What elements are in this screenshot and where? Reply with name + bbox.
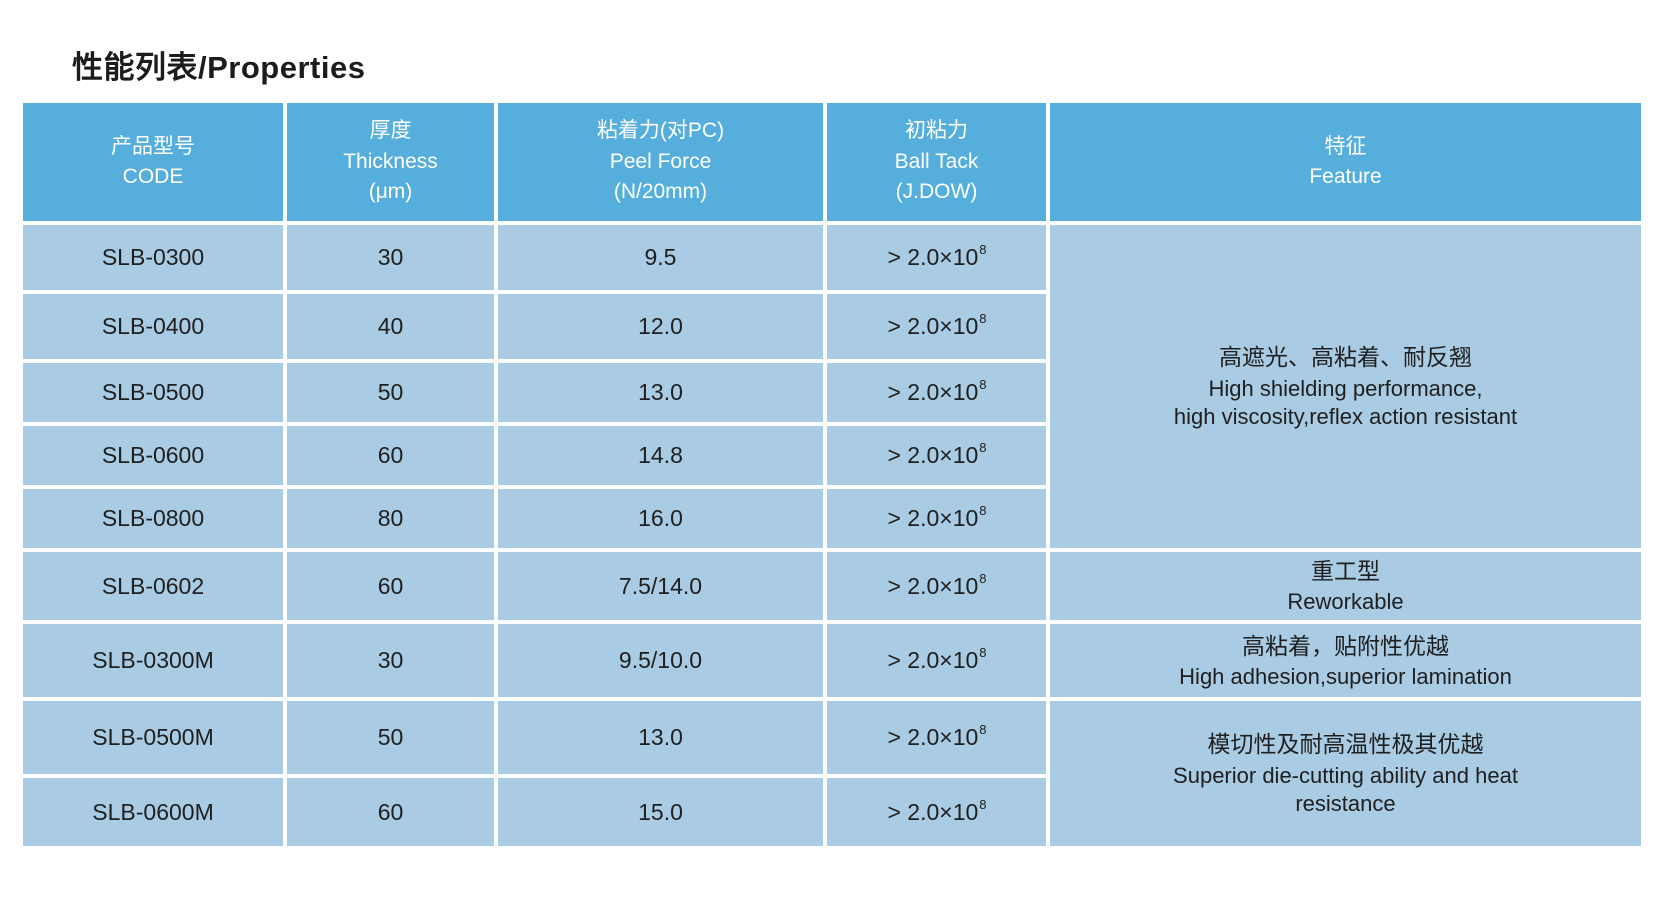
code-cell: SLB-0500M [23,701,283,774]
ball-tack-value: > 2.0×10 [887,313,979,339]
ball-tack-value: > 2.0×10 [887,647,979,673]
feature-line-en: resistance [1295,791,1396,817]
header-peel-zh: 粘着力(对PC) [596,119,725,143]
code-cell: SLB-0600 [23,426,283,485]
header-code: 产品型号 CODE [23,103,283,221]
ball-tack-cell: > 2.0×108 [827,624,1046,697]
ball-tack-cell: > 2.0×108 [827,426,1046,485]
header-feature-zh: 特征 [1324,134,1367,158]
header-peel-en: Peel Force [609,149,712,173]
thickness-cell: 50 [287,701,494,774]
ball-tack-cell: > 2.0×108 [827,701,1046,774]
header-thickness-en: Thickness [343,149,438,173]
thickness-cell: 60 [287,426,494,485]
header-balltack-en: Ball Tack [894,149,979,173]
ball-tack-cell: > 2.0×108 [827,778,1046,846]
peel-force-cell: 12.0 [498,294,823,359]
feature-line-en: Superior die-cutting ability and heat [1173,762,1518,788]
thickness-cell: 60 [287,552,494,620]
ball-tack-value: > 2.0×10 [887,505,979,531]
header-balltack-zh: 初粘力 [905,119,968,143]
properties-table: 产品型号 CODE 厚度 Thickness (μm) 粘着力(对PC) Pee… [19,99,1645,850]
feature-line-en: High shielding performance, [1208,375,1483,401]
ball-tack-value: > 2.0×10 [887,442,979,468]
header-thickness-zh: 厚度 [369,119,412,143]
table-row: SLB-0300 30 9.5 > 2.0×108 高遮光、高粘着、耐反翘 Hi… [23,225,1641,548]
header-peel-force: 粘着力(对PC) Peel Force (N/20mm) [498,103,823,221]
page-title: 性能列表/Properties [72,50,366,85]
code-cell: SLB-0602 [23,552,283,620]
feature-line-zh: 高粘着，贴附性优越 [1242,632,1449,659]
table-row: SLB-0800 80 16.0 > 2.0×108 [23,489,1641,548]
header-feature: 特征 Feature [1050,103,1641,221]
header-thickness: 厚度 Thickness (μm) [287,103,494,221]
feature-line-zh: 重工型 [1311,558,1380,585]
ball-tack-exponent: 8 [979,503,987,519]
header-ball-tack: 初粘力 Ball Tack (J.DOW) [827,103,1046,221]
feature-cell-group-4: 模切性及耐高温性极其优越 Superior die-cutting abilit… [1050,701,1641,846]
thickness-cell: 30 [287,225,494,290]
ball-tack-exponent: 8 [979,796,987,812]
ball-tack-cell: > 2.0×108 [827,294,1046,359]
ball-tack-cell: > 2.0×108 [827,489,1046,548]
code-cell: SLB-0300 [23,225,283,290]
ball-tack-value: > 2.0×10 [887,798,979,825]
feature-cell-group-1: 高遮光、高粘着、耐反翘 High shielding performance, … [1050,225,1641,548]
header-row: 产品型号 CODE 厚度 Thickness (μm) 粘着力(对PC) Pee… [23,103,1641,221]
feature-line-en: High adhesion,superior lamination [1179,663,1512,689]
table-row: SLB-0400 40 12.0 > 2.0×108 [23,294,1641,359]
feature-line-en: high viscosity,reflex action resistant [1173,404,1518,430]
peel-force-cell: 9.5 [498,225,823,290]
feature-cell-group-2: 重工型 Reworkable [1050,552,1641,620]
ball-tack-exponent: 8 [979,377,987,393]
code-cell: SLB-0600M [23,778,283,846]
thickness-cell: 60 [287,778,494,846]
table-row: SLB-0602 60 7.5/14.0 > 2.0×108 重工型 Rewor… [23,552,1641,620]
peel-force-cell: 15.0 [498,778,823,846]
ball-tack-exponent: 8 [979,311,987,327]
code-cell: SLB-0400 [23,294,283,359]
ball-tack-exponent: 8 [979,242,987,258]
code-cell: SLB-0300M [23,624,283,697]
table-row: SLB-0600 60 14.8 > 2.0×108 [23,426,1641,485]
peel-force-cell: 7.5/14.0 [498,552,823,620]
peel-force-cell: 13.0 [498,363,823,422]
thickness-cell: 50 [287,363,494,422]
header-thickness-unit: (μm) [368,180,413,204]
ball-tack-exponent: 8 [979,440,987,456]
peel-force-cell: 9.5/10.0 [498,624,823,697]
feature-line-zh: 高遮光、高粘着、耐反翘 [1219,344,1472,371]
peel-force-cell: 14.8 [498,426,823,485]
code-cell: SLB-0800 [23,489,283,548]
ball-tack-value: > 2.0×10 [887,379,979,405]
feature-cell-group-3: 高粘着，贴附性优越 High adhesion,superior laminat… [1050,624,1641,697]
table-row: SLB-0500M 50 13.0 > 2.0×108 模切性及耐高温性极其优越… [23,701,1641,846]
thickness-cell: 40 [287,294,494,359]
table-row: SLB-0600M 60 15.0 > 2.0×108 [23,778,1641,846]
ball-tack-exponent: 8 [979,645,987,661]
peel-force-cell: 13.0 [498,701,823,774]
table-row: SLB-0300M 30 9.5/10.0 > 2.0×108 高粘着，贴附性优… [23,624,1641,697]
header-peel-unit: (N/20mm) [613,180,708,204]
feature-line-zh: 模切性及耐高温性极其优越 [1207,731,1484,758]
table-row: SLB-0500 50 13.0 > 2.0×108 [23,363,1641,422]
thickness-cell: 80 [287,489,494,548]
header-code-en: CODE [122,165,184,188]
header-balltack-unit: (J.DOW) [895,180,978,204]
peel-force-cell: 16.0 [498,489,823,548]
header-code-zh: 产品型号 [111,134,195,158]
ball-tack-value: > 2.0×10 [887,572,979,599]
thickness-cell: 30 [287,624,494,697]
ball-tack-exponent: 8 [979,570,987,586]
feature-line-en: Reworkable [1287,589,1404,615]
ball-tack-cell: > 2.0×108 [827,363,1046,422]
ball-tack-cell: > 2.0×108 [827,225,1046,290]
ball-tack-value: > 2.0×10 [887,244,979,270]
ball-tack-exponent: 8 [979,722,987,738]
header-feature-en: Feature [1309,165,1382,188]
ball-tack-cell: > 2.0×108 [827,552,1046,620]
code-cell: SLB-0500 [23,363,283,422]
ball-tack-value: > 2.0×10 [887,724,979,750]
